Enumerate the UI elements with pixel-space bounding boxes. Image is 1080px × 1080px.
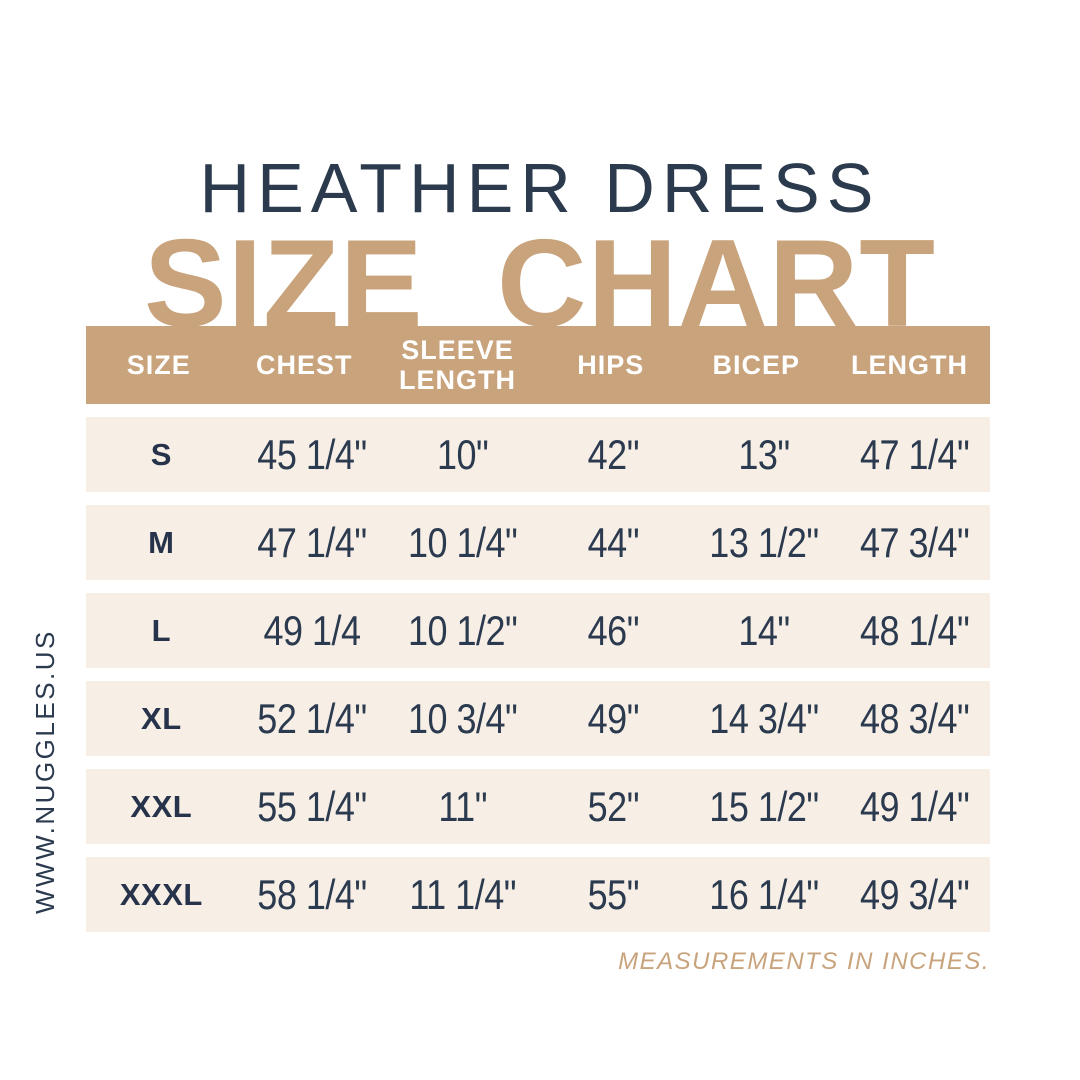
value-cell: 44" <box>587 518 640 566</box>
value-cell: 47 3/4" <box>859 518 970 566</box>
measurements-note: MEASUREMENTS IN INCHES. <box>618 948 990 975</box>
value-cell: 48 3/4" <box>859 694 970 742</box>
value-cell: 10 1/2" <box>407 606 518 654</box>
header-cell-chest: CHEST <box>255 349 353 380</box>
table-row-s: S 45 1/4" 10" 42" 13" 47 1/4" <box>86 417 990 492</box>
table-row-m: M 47 1/4" 10 1/4" 44" 13 1/2" 47 3/4" <box>86 505 990 580</box>
header-cell-length: LENGTH <box>851 349 968 380</box>
table-row-l: L 49 1/4 10 1/2" 46" 14" 48 1/4" <box>86 593 990 668</box>
value-cell: 48 1/4" <box>859 606 970 654</box>
value-cell: 10 1/4" <box>407 518 518 566</box>
value-cell: 16 1/4" <box>709 870 819 918</box>
value-cell: 55" <box>587 870 640 918</box>
size-table: SIZE CHEST SLEEVE LENGTH HIPS BICEP LENGTH S 4… <box>86 326 990 932</box>
value-cell: 10 3/4" <box>407 694 518 742</box>
value-cell: 13" <box>738 430 790 478</box>
value-cell: 15 1/2" <box>709 782 819 830</box>
size-cell: XXXL <box>119 876 203 912</box>
value-cell: 10" <box>437 430 489 478</box>
table-row-xl: XL 52 1/4" 10 3/4" 49" 14 3/4" 48 3/4" <box>86 681 990 756</box>
value-cell: 58 1/4" <box>257 870 367 918</box>
value-cell: 47 1/4" <box>257 518 367 566</box>
value-cell: 52" <box>587 782 640 830</box>
value-cell: 14" <box>738 606 790 654</box>
table-body: S 45 1/4" 10" 42" 13" 47 1/4" M 47 1/4" 10 1/4" 4… <box>86 417 990 932</box>
value-cell: 47 1/4" <box>859 430 970 478</box>
value-cell: 49 1/4 <box>263 606 361 654</box>
size-cell: XL <box>141 700 182 736</box>
table-row-xxl: XXL 55 1/4" 11" 52" 15 1/2" 49 1/4" <box>86 769 990 844</box>
product-title: HEATHER DRESS <box>199 149 881 227</box>
value-cell: 46" <box>587 606 640 654</box>
value-cell: 49 3/4" <box>859 870 970 918</box>
size-cell: L <box>151 612 172 648</box>
value-cell: 14 3/4" <box>709 694 819 742</box>
size-cell: S <box>150 436 172 472</box>
size-cell: XXL <box>130 788 193 824</box>
table-row-xxxl: XXXL 58 1/4" 11 1/4" 55" 16 1/4" 49 3/4" <box>86 857 990 932</box>
header-cell-bicep: BICEP <box>712 349 800 380</box>
value-cell: 45 1/4" <box>257 430 367 478</box>
value-cell: 42" <box>587 430 640 478</box>
header-cell-sleeve-length: SLEEVE LENGTH <box>399 334 516 395</box>
website-vertical-text: WWW.NUGGLES.US <box>30 629 60 914</box>
value-cell: 11 1/4" <box>409 870 517 918</box>
value-cell: 49" <box>587 694 640 742</box>
header-cell-hips: HIPS <box>577 349 645 380</box>
value-cell: 11" <box>438 782 487 830</box>
value-cell: 49 1/4" <box>859 782 970 830</box>
table-header-row: SIZE CHEST SLEEVE LENGTH HIPS BICEP LENGTH <box>86 326 990 404</box>
value-cell: 52 1/4" <box>257 694 367 742</box>
value-cell: 13 1/2" <box>709 518 819 566</box>
header-cell-size: SIZE <box>126 349 191 380</box>
size-cell: M <box>148 524 175 560</box>
value-cell: 55 1/4" <box>257 782 367 830</box>
size-chart-title: SIZE CHART <box>144 215 936 353</box>
